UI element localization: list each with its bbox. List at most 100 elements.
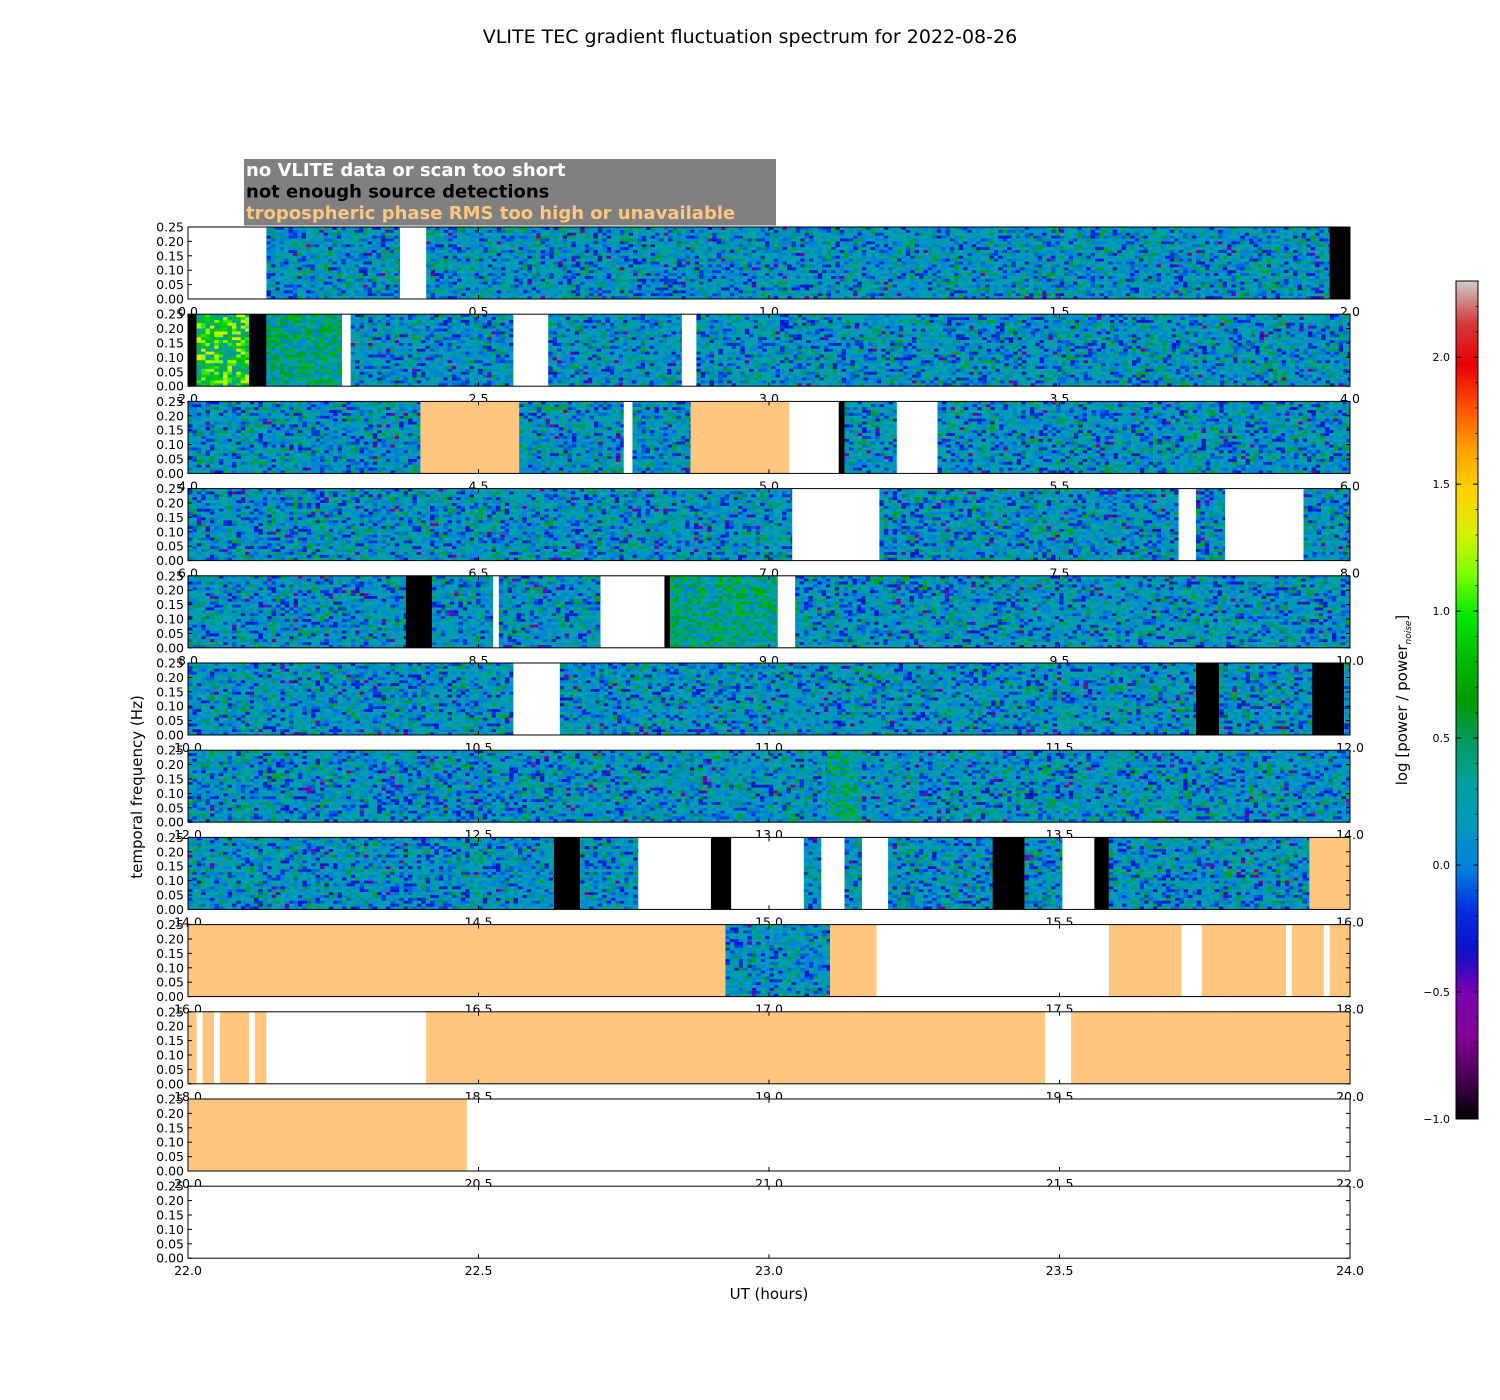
spectrum-segment (696, 314, 1350, 386)
x-tick-label: 22.5 (465, 1263, 493, 1278)
flag-segment-nodata (249, 1012, 255, 1084)
flag-segment-trop (1202, 925, 1286, 997)
spectrum-segment (937, 401, 1350, 473)
spectrum-segment (1196, 489, 1225, 561)
y-tick-label: 0.05 (156, 1236, 184, 1251)
spectrum-segment (1109, 837, 1310, 909)
y-tick-label: 0.20 (156, 321, 184, 336)
flag-segment-nodata (197, 1012, 203, 1084)
x-tick-label: 22.0 (174, 1263, 202, 1278)
y-tick-label: 0.10 (156, 1048, 184, 1063)
colorbar: −1.0−0.50.00.51.01.52.0 log [power / pow… (1393, 281, 1478, 1126)
colorbar-tick-label: 0.0 (1433, 859, 1451, 872)
flag-segment-trop (691, 401, 790, 473)
spectrum-segment (1344, 663, 1350, 735)
y-tick-label: 0.05 (156, 626, 184, 641)
y-tick-label: 0.05 (156, 539, 184, 554)
spectrum-segment (795, 576, 1350, 648)
x-tick-label: 24.0 (1336, 1263, 1364, 1278)
flag-segment-nodata (731, 837, 804, 909)
flag-segment-trop (220, 1012, 249, 1084)
y-tick-label: 0.15 (156, 684, 184, 699)
y-tick-label: 0.25 (156, 394, 184, 409)
y-tick-label: 0.05 (156, 452, 184, 467)
flag-segment-nodata (821, 837, 844, 909)
y-tick-label: 0.15 (156, 336, 184, 351)
flag-segment-nodet (664, 576, 670, 648)
y-tick-label: 0.25 (156, 568, 184, 583)
flag-segment-nodata (897, 401, 938, 473)
spectrum-segment (432, 576, 493, 648)
flag-segment-trop (188, 1099, 467, 1171)
flag-segment-nodata (601, 576, 665, 648)
spectrum-segment (197, 314, 250, 386)
y-tick-label: 0.25 (156, 481, 184, 496)
spectrum-segment (1304, 489, 1351, 561)
x-axis-label: UT (hours) (730, 1285, 809, 1303)
spectrum-segment (827, 750, 862, 822)
spectrum-segment (548, 314, 682, 386)
flag-segment-nodata (266, 1012, 426, 1084)
flag-segment-trop (420, 401, 519, 473)
spectrum-segment (188, 837, 554, 909)
spectrum-segment (1219, 663, 1312, 735)
y-tick-label: 0.10 (156, 960, 184, 975)
y-tick-label: 0.10 (156, 1135, 184, 1150)
spectrum-segment (845, 837, 863, 909)
flag-segment-nodata (513, 314, 548, 386)
y-tick-label: 0.05 (156, 1149, 184, 1164)
y-tick-label: 0.15 (156, 1033, 184, 1048)
y-tick-label: 0.25 (156, 1004, 184, 1019)
flag-segment-nodet (1094, 837, 1109, 909)
spectrum-segment (879, 489, 1179, 561)
spectrum-segment (560, 663, 1196, 735)
x-tick-label: 23.0 (755, 1263, 783, 1278)
y-tick-label: 0.25 (156, 743, 184, 758)
colorbar-tick-label: −1.0 (1423, 1113, 1450, 1126)
spectrum-segment (804, 837, 822, 909)
y-tick-label: 0.10 (156, 263, 184, 278)
y-tick-label: 0.10 (156, 1222, 184, 1237)
spectrum-segment (351, 314, 514, 386)
y-tick-label: 0.15 (156, 510, 184, 525)
spectrum-segment (862, 750, 1350, 822)
panels: 0.000.050.100.150.200.250.0 0.5 1.0 1.5 2.00… (156, 220, 1364, 1279)
flag-segment-nodet (1196, 663, 1219, 735)
spectrum-segment (519, 401, 624, 473)
y-tick-label: 0.15 (156, 1208, 184, 1223)
spectrum-segment (632, 401, 690, 473)
flag-segment-nodata (467, 1099, 1350, 1171)
y-tick-label: 0.25 (156, 307, 184, 322)
y-tick-label: 0.25 (156, 1092, 184, 1107)
panel-0: 0.000.050.100.150.200.250.0 0.5 1.0 1.5 2.0 (156, 220, 1360, 320)
flag-segment-nodata (682, 314, 697, 386)
spectrum-segment (888, 837, 993, 909)
spectrum-segment (725, 925, 830, 997)
flag-segment-nodata (876, 925, 1108, 997)
y-tick-label: 0.25 (156, 917, 184, 932)
flag-segment-trop (1309, 837, 1350, 909)
chart-canvas: VLITE TEC gradient fluctuation spectrum … (0, 0, 1500, 1400)
flag-segment-nodata (778, 576, 795, 648)
y-tick-label: 0.25 (156, 830, 184, 845)
flag-segment-trop (1292, 925, 1324, 997)
flag-segment-nodet (554, 837, 580, 909)
y-tick-label: 0.20 (156, 1019, 184, 1034)
colorbar-gradient (1456, 281, 1478, 1119)
spectrum-segment (499, 576, 601, 648)
flag-segment-trop (188, 925, 725, 997)
flag-segment-nodet (1312, 663, 1344, 735)
spectrum-segment (670, 576, 778, 648)
y-tick-label: 0.20 (156, 1193, 184, 1208)
panel-4: 0.000.050.100.150.200.258.0 8.5 9.0 9.5 10.0 (156, 568, 1364, 668)
colorbar-tick-label: 2.0 (1433, 351, 1451, 364)
flag-segment-trop (255, 1012, 267, 1084)
flag-segment-nodata (1062, 837, 1094, 909)
flag-segment-nodata (1045, 1012, 1071, 1084)
flag-segment-nodata (1179, 489, 1196, 561)
